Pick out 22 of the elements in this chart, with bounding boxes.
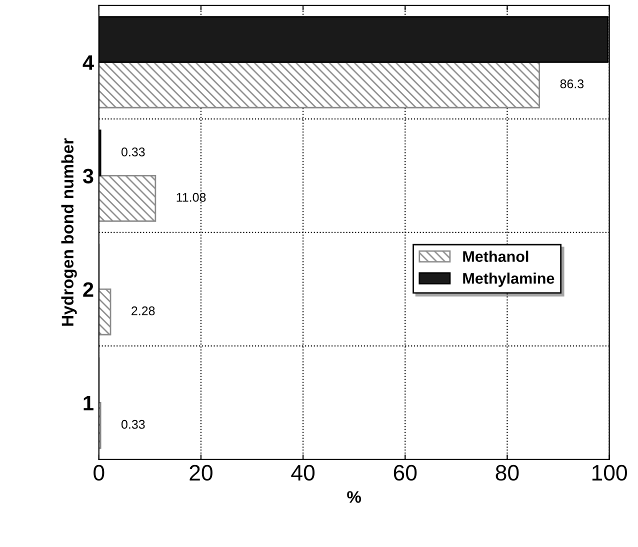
- x-tick-label: 40: [291, 464, 315, 481]
- legend-label: Methylamine: [463, 272, 554, 287]
- data-label: 86.3: [560, 79, 584, 88]
- bar: [98, 288, 112, 336]
- bar: [98, 62, 540, 108]
- data-label: 0.33: [121, 148, 145, 156]
- bar: [98, 175, 156, 222]
- y-tick-label: 2: [83, 282, 94, 297]
- x-tick-label: 20: [190, 464, 212, 481]
- x-tick-label: 80: [496, 464, 519, 481]
- y-tick-label: 1: [84, 396, 94, 410]
- x-axis-title: %: [347, 491, 362, 503]
- x-tick-label: 60: [394, 464, 417, 481]
- data-label: 11.08: [176, 192, 206, 202]
- y-axis-title: Hydrogen bond number: [61, 138, 77, 326]
- x-tick-label: 100: [592, 464, 627, 481]
- data-label: 2.28: [132, 306, 155, 316]
- y-tick-label: 3: [82, 168, 94, 184]
- x-tick-label: 0: [94, 464, 104, 481]
- data-label: 0.33: [121, 420, 145, 429]
- y-tick-label: 4: [82, 55, 94, 70]
- legend-label: Methanol: [463, 250, 528, 262]
